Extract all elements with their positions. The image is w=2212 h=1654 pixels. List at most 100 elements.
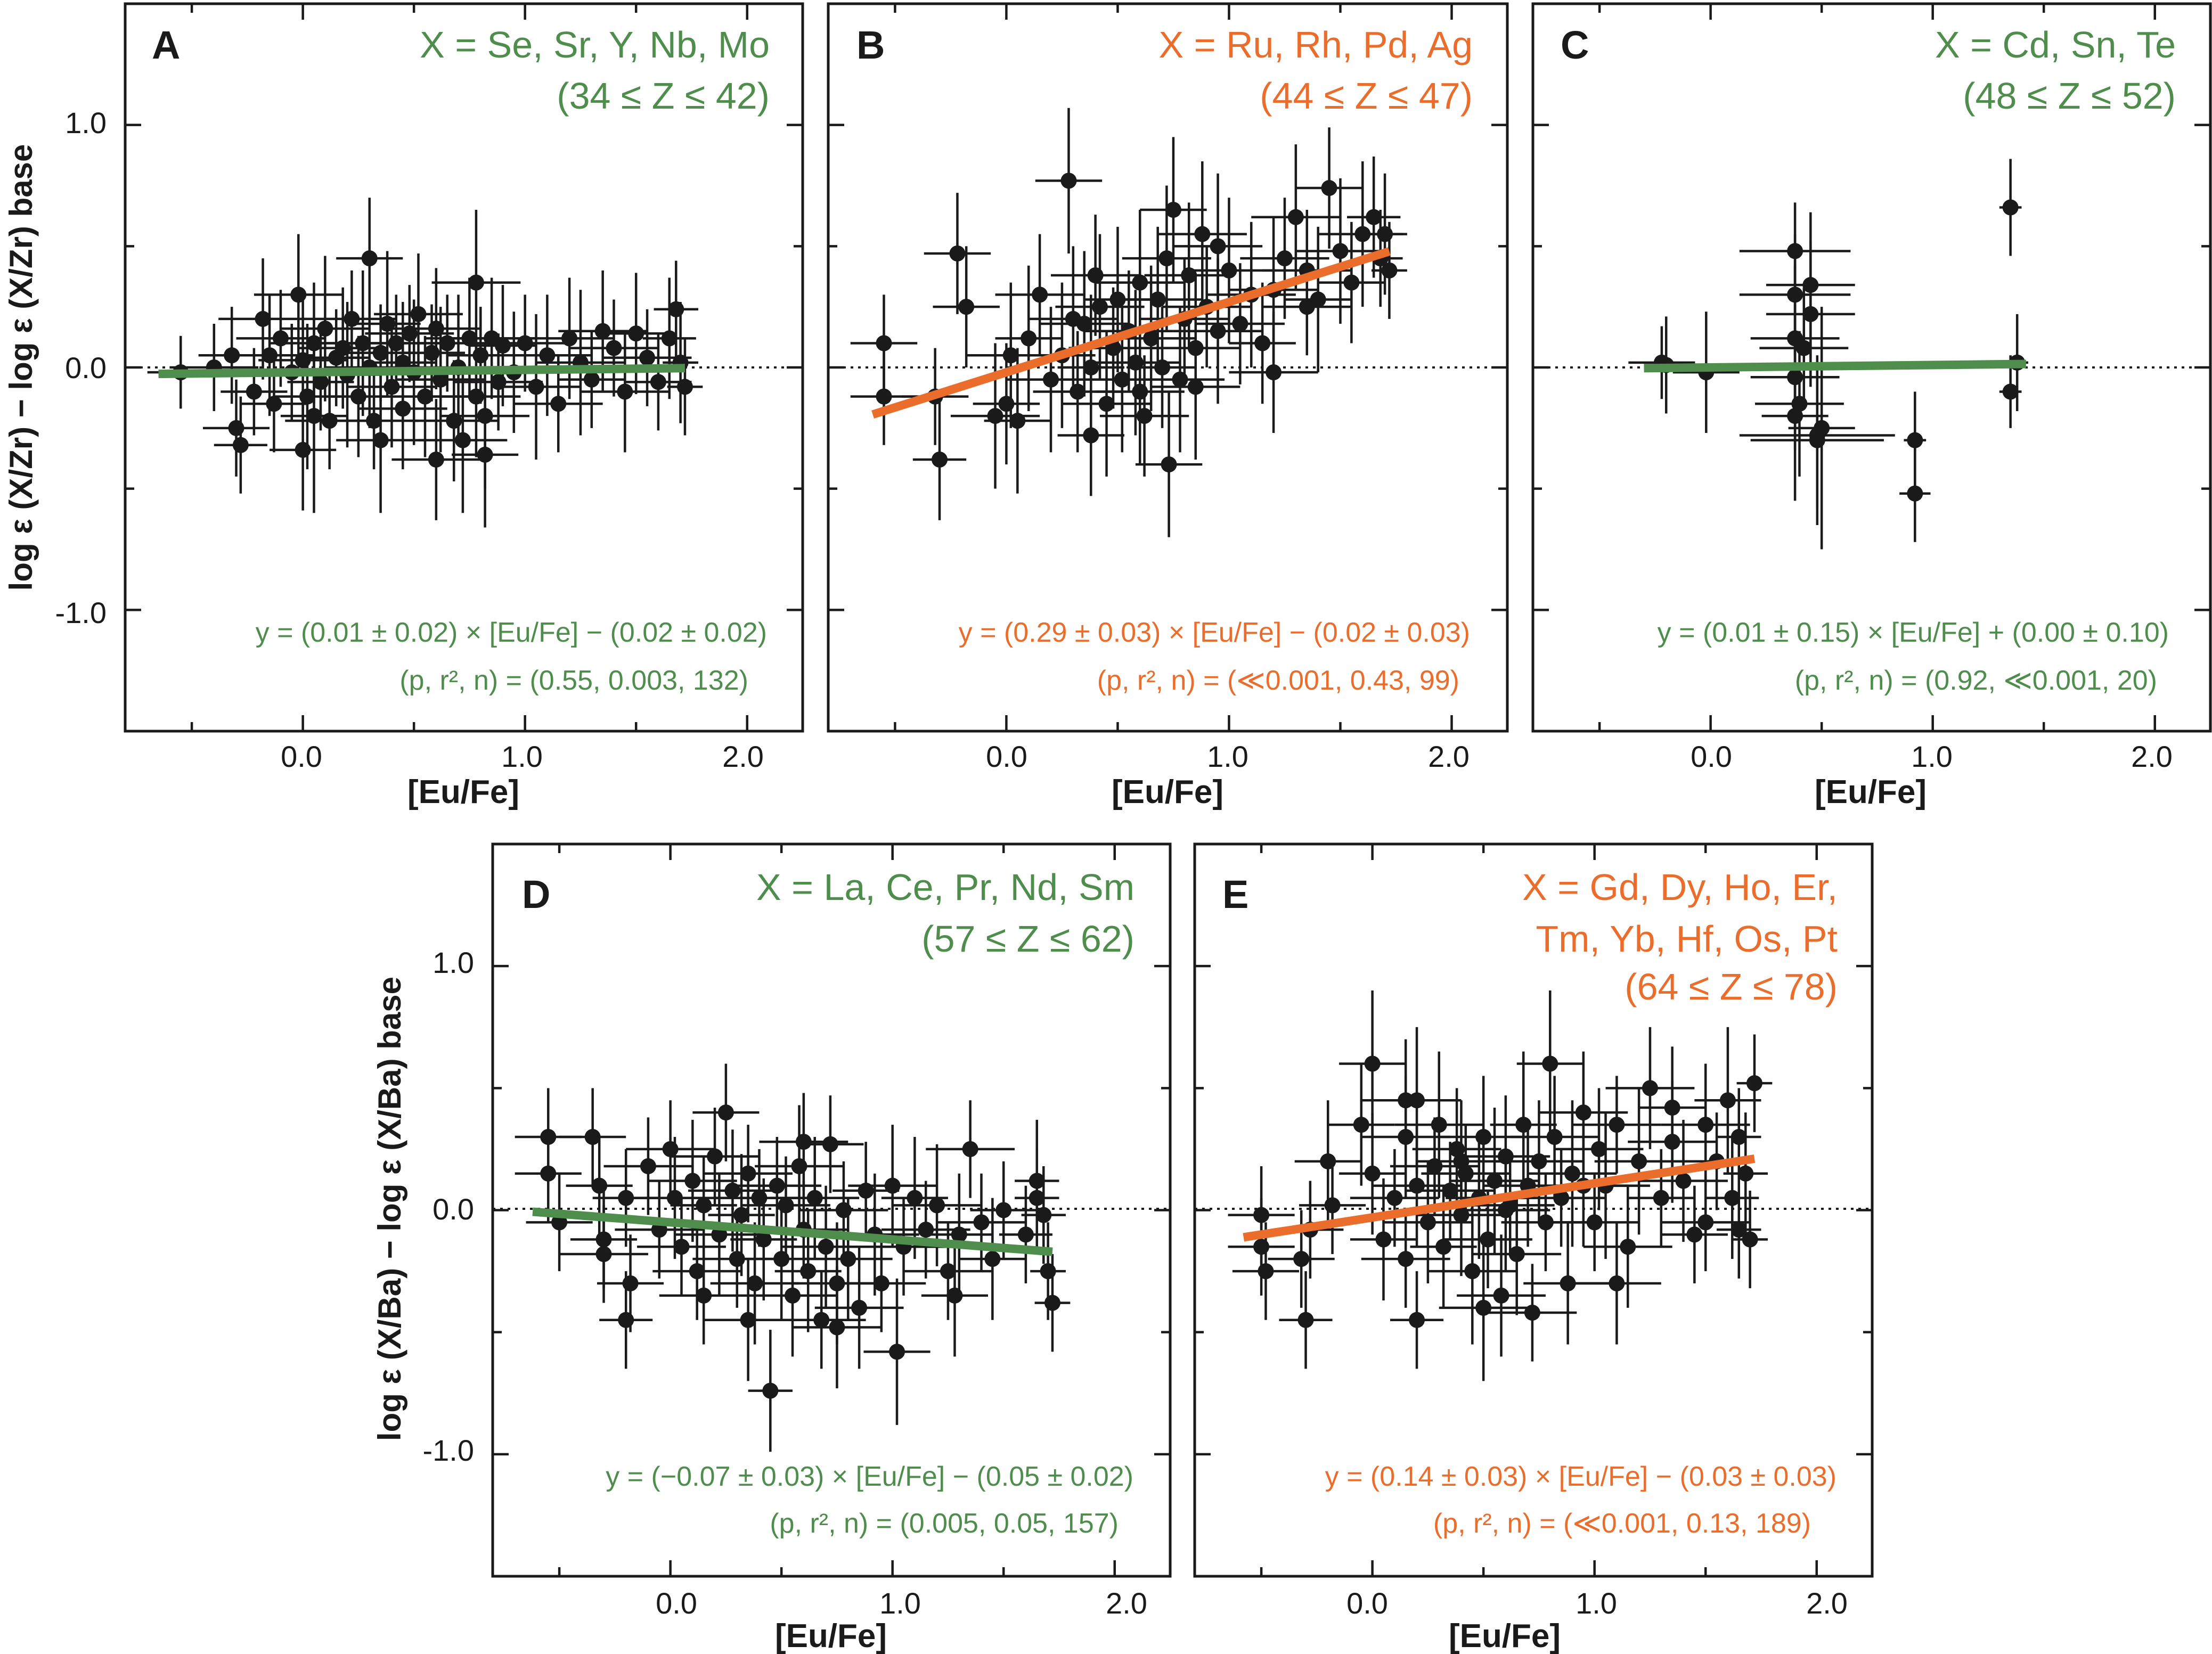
data-point: [246, 383, 262, 400]
data-point: [1564, 1165, 1580, 1182]
data-point: [696, 1197, 712, 1214]
data-point: [1697, 1117, 1714, 1133]
panel-d-fit-equation: y = (−0.07 ± 0.03) × [Eu/Fe] − (0.05 ± 0…: [606, 1461, 1133, 1492]
data-point: [1537, 1214, 1554, 1231]
data-point: [800, 1263, 817, 1280]
panel-c-ticks: [1533, 2, 2210, 733]
panel-a-title-line-1: X = Se, Sr, Y, Nb, Mo: [420, 24, 770, 65]
x-tick-label: 2.0: [722, 740, 764, 773]
data-point: [762, 1382, 779, 1399]
data-point: [591, 1177, 608, 1194]
data-point: [1354, 226, 1371, 242]
data-point: [2002, 383, 2019, 400]
data-point: [1381, 262, 1398, 279]
data-point: [1092, 299, 1108, 315]
data-point: [1475, 1299, 1492, 1316]
data-point: [673, 1239, 690, 1255]
data-point: [1814, 420, 1830, 436]
data-point: [929, 1197, 945, 1214]
data-point: [468, 274, 484, 291]
x-tick-label: 0.0: [656, 1586, 697, 1620]
panel-e: E X = Gd, Dy, Ho, Er, Tm, Yb, Hf, Os, Pt…: [1193, 842, 1874, 1654]
panel-b-ticks: [828, 2, 1507, 733]
data-point: [395, 354, 411, 371]
data-point: [889, 1344, 905, 1360]
data-point: [428, 452, 444, 468]
data-point: [1158, 250, 1175, 267]
data-point: [773, 1251, 790, 1267]
data-point: [1299, 299, 1315, 315]
data-point: [361, 250, 378, 267]
data-point: [840, 1251, 856, 1267]
data-point: [540, 1165, 557, 1182]
data-point: [1043, 371, 1059, 388]
data-point: [733, 1207, 750, 1223]
data-point: [1453, 1153, 1470, 1169]
panel-a-x-axis-label: [Eu/Fe]: [407, 774, 519, 810]
data-point: [606, 340, 622, 356]
data-point: [1332, 243, 1349, 259]
x-tick-label: 0.0: [281, 740, 322, 773]
data-point: [987, 408, 1003, 424]
x-tick-label: 1.0: [1207, 740, 1248, 773]
data-point: [876, 335, 892, 351]
panel-e-letter: E: [1222, 872, 1248, 916]
panel-a-fit-line: [158, 364, 685, 379]
y-tick-label: 0.0: [432, 1192, 474, 1226]
panel-c-fit-line: [1644, 359, 2026, 373]
data-point: [1293, 1251, 1310, 1267]
data-point: [1021, 330, 1037, 347]
x-tick-label: 0.0: [1691, 740, 1732, 773]
data-point: [1731, 1222, 1747, 1238]
data-point: [813, 1312, 830, 1328]
data-point: [717, 1104, 734, 1121]
data-point: [1070, 383, 1086, 400]
data-point: [1542, 1055, 1558, 1072]
data-point: [1165, 202, 1181, 218]
panel-e-title-line-1: X = Gd, Dy, Ho, Er,: [1522, 866, 1838, 908]
x-tick-label: 2.0: [1428, 740, 1470, 773]
data-point: [1907, 432, 1923, 448]
data-point: [1497, 1202, 1514, 1218]
data-point: [299, 388, 315, 405]
data-point: [584, 1129, 601, 1145]
data-point: [1609, 1275, 1625, 1291]
data-point: [1731, 1129, 1747, 1145]
data-point: [822, 1136, 838, 1152]
data-point: [1719, 1092, 1736, 1109]
data-point: [232, 437, 249, 453]
panel-d-title-line-1: X = La, Ce, Pr, Nd, Sm: [756, 866, 1134, 908]
panel-b-fit-equation: y = (0.29 ± 0.03) × [Eu/Fe] − (0.02 ± 0.…: [959, 617, 1470, 648]
data-point: [1475, 1129, 1492, 1145]
data-point: [1232, 316, 1248, 332]
y-tick-label: -1.0: [423, 1434, 475, 1467]
data-point: [372, 345, 389, 361]
data-point: [1409, 1312, 1425, 1328]
data-point: [1017, 1226, 1034, 1243]
data-point: [266, 396, 282, 412]
data-point: [907, 1190, 923, 1206]
data-point: [1675, 1173, 1692, 1189]
data-point: [1531, 1153, 1547, 1169]
data-point: [1044, 1295, 1060, 1311]
panel-d-title-line-2: (57 ≤ Z ≤ 62): [921, 918, 1134, 960]
x-tick-label: 0.0: [986, 740, 1027, 773]
data-point: [317, 321, 333, 337]
data-point: [1266, 364, 1282, 381]
y-tick-label: 1.0: [65, 106, 107, 140]
data-point: [595, 1246, 612, 1262]
data-point: [550, 396, 567, 412]
data-point: [1386, 1190, 1403, 1206]
panel-a: A X = Se, Sr, Y, Nb, Mo (34 ≤ Z ≤ 42) y …: [3, 2, 804, 810]
data-point: [1154, 359, 1171, 375]
data-point: [1366, 209, 1382, 225]
bottom-row-y-axis-label: log ε (X/Ba) − log ε (X/Ba) base: [372, 977, 407, 1441]
x-tick-label: 2.0: [2131, 740, 2173, 773]
data-point: [1221, 262, 1237, 279]
data-point: [1802, 306, 1819, 322]
data-point: [769, 1177, 785, 1194]
data-point: [1297, 1312, 1314, 1328]
data-point: [873, 1275, 889, 1291]
panel-d-letter: D: [522, 872, 550, 916]
